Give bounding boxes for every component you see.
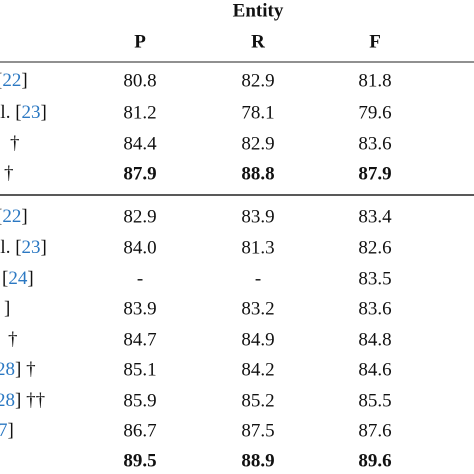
group-header: Entity xyxy=(233,0,284,21)
cell: 85.2 xyxy=(241,390,274,411)
citation: 23 xyxy=(22,237,41,258)
label-text: [ xyxy=(0,70,2,91)
label-text: ] xyxy=(41,237,47,258)
row-label: † xyxy=(4,163,14,184)
cell: 85.9 xyxy=(123,390,156,411)
cell: 83.5 xyxy=(358,268,391,289)
cell: - xyxy=(255,268,261,289)
label-text: ] xyxy=(8,420,14,441)
label-text: † xyxy=(4,163,14,184)
citation: 24 xyxy=(8,268,28,289)
row-label: 7] xyxy=(0,420,14,441)
cell: 87.5 xyxy=(241,420,274,441)
cell: 88.8 xyxy=(241,163,274,184)
label-text: al. [ xyxy=(0,237,22,258)
cell: 80.8 xyxy=(123,70,156,91)
cell: 83.9 xyxy=(123,298,156,319)
cell: 84.0 xyxy=(123,237,156,258)
row-label: [24] xyxy=(2,268,34,289)
cell: 84.4 xyxy=(123,133,157,154)
label-text: ] †† xyxy=(15,390,45,411)
cell: 83.6 xyxy=(358,298,391,319)
label-text: al. [ xyxy=(0,102,22,123)
cell: 88.9 xyxy=(241,450,274,471)
cell: 84.6 xyxy=(358,359,391,380)
label-text: † xyxy=(8,329,18,350)
citation: 28 xyxy=(0,390,15,411)
row-label: al. [23] xyxy=(0,102,47,123)
column-header: R xyxy=(251,31,265,52)
row-label: ] xyxy=(4,298,10,319)
label-text: ] xyxy=(41,102,47,123)
cell: 89.5 xyxy=(123,450,156,471)
column-header: P xyxy=(134,31,146,52)
cell: 89.6 xyxy=(358,450,391,471)
label-text: ] † xyxy=(15,359,36,380)
citation: 23 xyxy=(22,102,41,123)
cell: 82.9 xyxy=(241,70,274,91)
cell: - xyxy=(137,268,143,289)
row-label: [22] xyxy=(0,206,28,227)
citation: 28 xyxy=(0,359,15,380)
cell: 83.6 xyxy=(358,133,391,154)
cell: 81.3 xyxy=(241,237,274,258)
cell: 84.9 xyxy=(241,329,274,350)
cell: 85.5 xyxy=(358,390,391,411)
row-label: al. [23] xyxy=(0,237,47,258)
cell: 86.7 xyxy=(123,420,156,441)
cell: 83.4 xyxy=(358,206,392,227)
cell: 82.9 xyxy=(123,206,156,227)
label-text: [ xyxy=(0,206,2,227)
cell: 81.2 xyxy=(123,102,156,123)
citation: 22 xyxy=(2,206,21,227)
row-label: 28] † xyxy=(0,359,36,380)
cell: 85.1 xyxy=(123,359,156,380)
label-text: ] xyxy=(21,206,27,227)
cell: 83.9 xyxy=(241,206,274,227)
row-label: 28] †† xyxy=(0,390,45,411)
cell: 78.1 xyxy=(241,102,274,123)
cell: 82.6 xyxy=(358,237,391,258)
cell: 87.9 xyxy=(123,163,156,184)
cell: 79.6 xyxy=(358,102,391,123)
cell: 81.8 xyxy=(358,70,391,91)
row-label: † xyxy=(10,133,20,154)
label-text: [ xyxy=(2,268,8,289)
column-header: F xyxy=(369,31,381,52)
citation: 7 xyxy=(0,420,8,441)
row-label: † xyxy=(8,329,18,350)
cell: 87.6 xyxy=(358,420,391,441)
cell: 83.2 xyxy=(241,298,274,319)
label-text: † xyxy=(10,133,20,154)
label-text: ] xyxy=(4,298,10,319)
cell: 84.7 xyxy=(123,329,156,350)
cell: 87.9 xyxy=(358,163,391,184)
row-label: [22] xyxy=(0,70,28,91)
cell: 84.8 xyxy=(358,329,391,350)
cell: 82.9 xyxy=(241,133,274,154)
label-text: ] xyxy=(21,70,27,91)
citation: 22 xyxy=(2,70,21,91)
cell: 84.2 xyxy=(241,359,274,380)
label-text: ] xyxy=(27,268,33,289)
